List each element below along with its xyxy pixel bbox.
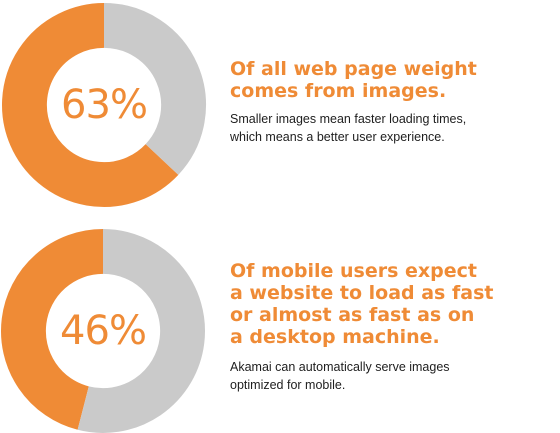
donut-slice-highlight: [2, 3, 179, 207]
donut-chart-svg: [2, 3, 206, 207]
stat-headline: Of all web page weight comes from images…: [230, 58, 477, 102]
donut-chart: 46%: [1, 229, 205, 433]
donut-slice-remainder: [103, 3, 206, 175]
donut-chart-svg: [1, 229, 205, 433]
stat-headline: Of mobile users expect a website to load…: [230, 260, 494, 348]
stat-description: Smaller images mean faster loading times…: [230, 112, 467, 144]
donut-chart: 63%: [0, 3, 210, 207]
donut-value-label: 63%: [61, 82, 148, 128]
donut-slice-highlight: [1, 229, 104, 430]
stat-block-mobile-expectations: 46% Of mobile users expect a website to …: [0, 215, 560, 433]
stat-block-image-weight: 63% Of all web page weight comes from im…: [0, 0, 560, 207]
stat-description: Akamai can automatically serve images op…: [230, 360, 450, 392]
donut-slice-remainder: [77, 229, 205, 433]
donut-value-label: 46%: [60, 308, 147, 354]
